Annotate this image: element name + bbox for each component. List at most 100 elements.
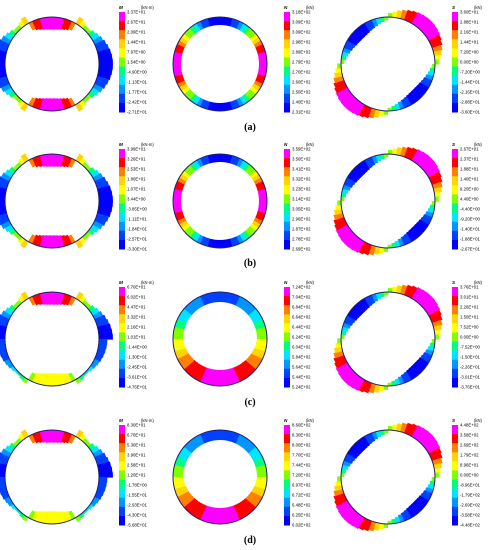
colorbar-swatch <box>119 12 125 22</box>
diagram-segment <box>394 103 401 111</box>
colorbar-unit: (kN·m) <box>141 418 154 423</box>
colorbar-swatch <box>452 323 458 333</box>
diagram-segment <box>181 170 191 179</box>
colorbar-swatch <box>452 497 458 508</box>
diagram-segment <box>255 480 267 486</box>
diagram-segment <box>404 146 413 159</box>
colorbar-tick-label: -1.40E+01 <box>460 227 481 232</box>
diagram-segment <box>368 383 376 394</box>
diagram-segment <box>421 295 436 310</box>
diagram-segment <box>90 87 100 96</box>
colorbar-tick-label: 3.14E+02 <box>292 197 311 202</box>
diagram-segment <box>258 201 267 206</box>
diagram-segment <box>343 180 354 188</box>
diagram-segment <box>173 59 182 64</box>
diagram-segment <box>181 446 192 456</box>
colorbar-tick-label: 8.00E+02 <box>292 443 311 448</box>
colorbar-swatch <box>452 515 458 526</box>
diagram-segment <box>0 58 6 64</box>
colorbar-tick-label: 3.32E+02 <box>292 177 311 182</box>
colorbar-tick-label: 1.80E+01 <box>127 177 146 182</box>
diagram-segment <box>378 385 384 392</box>
colorbar-swatch <box>284 488 290 499</box>
diagram-segment <box>186 361 200 375</box>
diagram-segment <box>424 300 439 313</box>
diagram-segment <box>0 44 8 52</box>
diagram-segment <box>4 32 14 41</box>
diagram-segment <box>199 505 210 522</box>
colorbar-tick-label: -2.16E+01 <box>460 90 481 95</box>
diagram-segment <box>342 322 351 329</box>
colorbar-swatch <box>284 314 290 324</box>
diagram-segment <box>431 477 435 482</box>
diagram-segment <box>215 102 220 111</box>
diagram-segment <box>379 17 385 23</box>
colorbar-title: S <box>452 418 456 423</box>
diagram-segment <box>341 334 345 339</box>
diagram-segment <box>400 373 408 384</box>
diagram-segment <box>43 430 50 443</box>
diagram-segment <box>0 314 10 323</box>
panel-a-S: S (kN)3.60E+01 2.88E+01 2.16E+01 1.44E+01 7.2… <box>333 5 483 119</box>
diagram-segment <box>173 341 185 348</box>
diagram-segment <box>422 352 433 360</box>
colorbar-tick-label: 3.44E+00 <box>127 197 146 202</box>
diagram-segment <box>337 338 342 344</box>
colorbar-tick-label: -1.77E+01 <box>127 90 148 95</box>
diagram-segment <box>90 307 100 316</box>
colorbar-swatch <box>452 479 458 490</box>
diagram-segment <box>392 148 398 155</box>
colorbar-tick-label: -4.30E+01 <box>127 513 148 518</box>
diagram-segment <box>28 296 37 306</box>
colorbar-swatch <box>119 75 125 86</box>
colorbar-tick-label: 6.70E+01 <box>127 285 146 290</box>
colorbar-swatch <box>284 203 290 214</box>
colorbar-swatch <box>284 66 290 77</box>
diagram-segment <box>348 236 362 251</box>
diagram-segment <box>242 25 251 35</box>
colorbar-swatch <box>452 221 458 232</box>
diagram-segment <box>0 67 6 74</box>
diagram-segment <box>174 184 184 191</box>
diagram-segment <box>249 223 259 232</box>
diagram-segment <box>378 247 384 254</box>
colorbar-tick-label: 1.20E+01 <box>127 473 146 478</box>
diagram-segment <box>252 486 266 494</box>
diagram-segment <box>28 372 36 382</box>
colorbar-tick-label: 1.44E+01 <box>127 40 146 45</box>
diagram-segment <box>344 96 358 111</box>
diagram-segment <box>431 64 435 69</box>
colorbar-tick-label: -1.13E+01 <box>127 80 148 85</box>
colorbar-swatch <box>452 39 458 49</box>
diagram-segment <box>335 480 342 487</box>
colorbar-tick-label: -1.11E+01 <box>127 217 147 222</box>
colorbar-swatch <box>284 176 290 186</box>
diagram-segment <box>383 154 389 158</box>
diagram-segment <box>417 82 429 92</box>
diagram-segment <box>186 164 196 174</box>
diagram-segment <box>354 440 366 452</box>
diagram-segment <box>424 438 439 451</box>
diagram-segment <box>222 369 229 386</box>
diagram-segment <box>246 443 257 454</box>
diagram-segment <box>253 177 263 185</box>
diagram-segment <box>196 158 204 168</box>
diagram-segment <box>39 98 46 111</box>
colorbar-swatch <box>284 57 290 68</box>
diagram-segment <box>173 479 185 486</box>
colorbar-tick-label: -7.20E+00 <box>460 70 481 75</box>
diagram-segment <box>199 367 210 384</box>
diagram-segment <box>426 304 441 316</box>
diagram-segment <box>243 441 254 452</box>
diagram-segment <box>354 164 366 176</box>
diagram-segment <box>196 21 204 31</box>
diagram-segment <box>181 308 192 318</box>
panel-c-M: M (kN·m)6.70E+01 6.02E+01 4.47E+01 3.32E+01 2… <box>0 280 154 390</box>
diagram-segment <box>428 171 442 182</box>
diagram-segment <box>239 95 247 105</box>
diagram-segment <box>347 311 359 321</box>
colorbar-tick-label: 6.84E+02 <box>292 305 311 310</box>
diagram-segment <box>64 19 73 31</box>
diagram-segment <box>203 237 210 247</box>
diagram-segment <box>68 434 76 444</box>
